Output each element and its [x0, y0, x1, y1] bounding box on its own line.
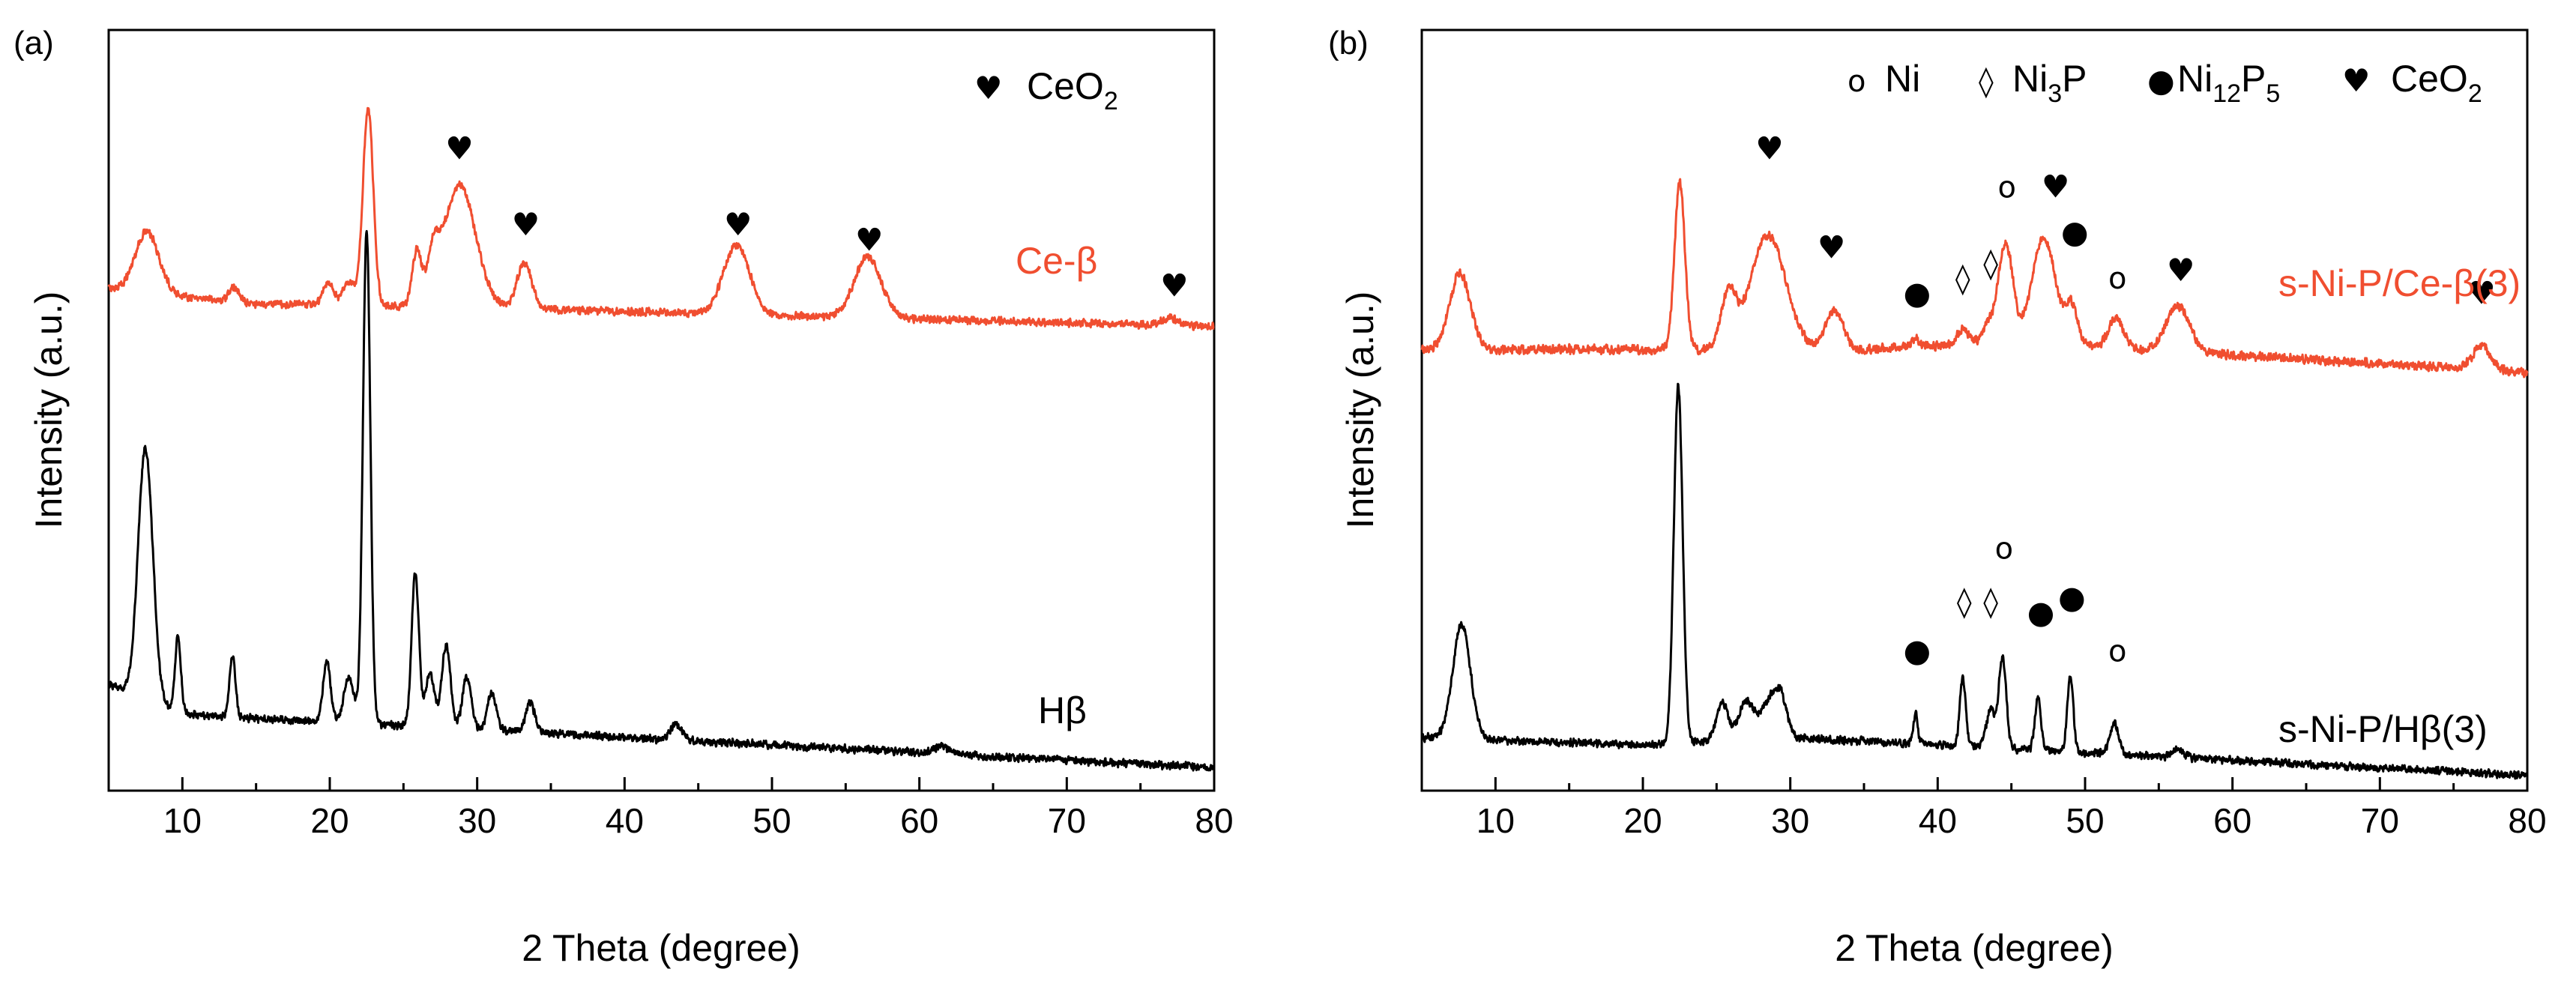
- panel-a-x-tick-label: 50: [752, 801, 791, 840]
- panel-a-series-label-h-beta: Hβ: [1038, 689, 1087, 731]
- panel-b-ni12p5-peak-marker: ●: [2027, 594, 2055, 631]
- panel-b-ni3p-peak-marker: ◊: [1983, 585, 1998, 619]
- panel-b-ceo2-peak-marker: ♥: [1818, 229, 1846, 266]
- panel-a-x-tick-label: 20: [310, 801, 349, 840]
- panel-b-x-tick-label: 50: [2066, 801, 2104, 840]
- panel-a-ceo2-peak-marker: ♥: [445, 130, 474, 167]
- panel-b-plot-frame: [1420, 28, 2529, 792]
- panel-a-x-tick-label: 70: [1048, 801, 1086, 840]
- legend-ni3p-label: Ni3P: [2012, 58, 2087, 108]
- panel-b-ni-peak-marker: o: [2108, 262, 2126, 296]
- panel-b-ni12p5-peak-marker: ●: [2058, 579, 2086, 615]
- panel-a-plot-frame: [107, 28, 1216, 792]
- panel-b-ni-peak-marker: o: [2108, 634, 2126, 668]
- panel-b-ni12p5-peak-marker: ●: [2061, 214, 2089, 250]
- panel-a-x-tick-label: 10: [163, 801, 202, 840]
- panel-a-ceo2-peak-marker: ♥: [855, 221, 884, 258]
- panel-a-peak-markers: ♥ ♥ ♥ ♥ ♥: [445, 130, 1188, 304]
- panel-b-legend: o Ni ◊ Ni3P ● Ni12P5 ♥ CeO2: [1847, 58, 2482, 108]
- panel-b-x-tick-label: 70: [2361, 801, 2399, 840]
- legend-ceo2-label: CeO2: [2391, 58, 2482, 108]
- panel-b-ceo2-peak-marker: ♥: [2167, 252, 2195, 289]
- panel-a-ceo2-peak-marker: ♥: [724, 206, 752, 243]
- panel-b-x-tick-label: 60: [2213, 801, 2251, 840]
- panel-b-traces: [1420, 178, 2529, 780]
- panel-a-xrd-chart: (a) 10 20 30 40 50 60 70 80 ♥ ♥ ♥ ♥ ♥ Ce-β Hβ ♥ CeO…: [13, 25, 1234, 969]
- panel-b-x-axis-title: 2 Theta (degree): [1835, 927, 2114, 969]
- panel-b-x-tick-label: 40: [1919, 801, 1957, 840]
- legend-ceo2-label: CeO2: [1027, 65, 1118, 115]
- panel-a-series-label-ce-beta: Ce-β: [1016, 240, 1097, 282]
- panel-b-ni12p5-peak-marker: ●: [1903, 632, 1931, 668]
- panel-a-x-tick-label: 60: [900, 801, 938, 840]
- panel-a-traces: [107, 106, 1216, 772]
- panel-a-label: (a): [13, 25, 54, 61]
- panel-b-ni3p-peak-marker: ◊: [1955, 262, 1970, 296]
- panel-b-x-tick-label: 10: [1476, 801, 1515, 840]
- panel-b-ni3p-peak-marker: ◊: [1983, 247, 1998, 281]
- legend-ni-open-circle-icon: o: [1847, 64, 1865, 99]
- panel-b-series-label-ni-p-h-beta: s-Ni-P/Hβ(3): [2278, 708, 2488, 750]
- panel-b-x-tick-label: 30: [1771, 801, 1809, 840]
- panel-b-ni-peak-marker: o: [1998, 170, 2016, 205]
- panel-a-trace-top: [107, 106, 1215, 331]
- panel-a-ceo2-peak-marker: ♥: [1160, 267, 1189, 304]
- panel-b-y-axis-title: Intensity (a.u.): [1339, 292, 1381, 529]
- legend-ni3p-diamond-icon: ◊: [1979, 64, 1994, 99]
- panel-a-y-axis-title: Intensity (a.u.): [28, 292, 70, 529]
- panel-b-x-tick-label: 20: [1623, 801, 1662, 840]
- panel-a-x-axis-title: 2 Theta (degree): [522, 927, 800, 969]
- panel-b-label: (b): [1328, 25, 1369, 61]
- panel-a-x-tick-label: 80: [1195, 801, 1233, 840]
- panel-b-trace-top: [1420, 178, 2529, 378]
- panel-b-xrd-chart: (b) 10 20 30 40 50 60 70 80 ♥♥● ◊ ◊o ♥●o ♥♥●◊ ◊o● ●o …: [1328, 25, 2547, 969]
- panel-b-ni-peak-marker: o: [1995, 531, 2013, 566]
- panel-b-trace-bottom: [1421, 382, 2529, 780]
- legend-ni12p5-filled-circle-icon: ●: [2147, 62, 2175, 99]
- panel-a-x-tick-label: 30: [458, 801, 496, 840]
- legend-heart-icon: ♥: [974, 70, 1003, 106]
- panel-b-ni3p-peak-marker: ◊: [1957, 585, 1972, 619]
- panel-b-x-tick-label: 80: [2508, 801, 2546, 840]
- panel-a-x-ticks: 10 20 30 40 50 60 70 80: [107, 777, 1234, 840]
- panel-b-ceo2-peak-marker: ♥: [2042, 168, 2070, 205]
- panel-b-ceo2-peak-marker: ♥: [1755, 130, 1784, 167]
- legend-ni-label: Ni: [1885, 58, 1920, 100]
- legend-ni12p5-label: Ni12P5: [2177, 58, 2280, 108]
- panel-a-ceo2-peak-marker: ♥: [512, 206, 540, 243]
- panel-a-x-tick-label: 40: [606, 801, 644, 840]
- panel-a-legend: ♥ CeO2: [974, 65, 1118, 115]
- panel-a-trace-bottom: [107, 229, 1216, 772]
- panel-b-peak-markers: ♥♥● ◊ ◊o ♥●o ♥♥●◊ ◊o● ●o: [1755, 130, 2496, 669]
- panel-b-x-ticks: 10 20 30 40 50 60 70 80: [1420, 777, 2547, 840]
- legend-heart-icon: ♥: [2342, 62, 2371, 99]
- panel-b-series-label-ni-p-ce-beta: s-Ni-P/Ce-β(3): [2278, 262, 2521, 304]
- panel-b-ni12p5-peak-marker: ●: [1903, 274, 1931, 311]
- panel-b-ceo2-peak-marker: ♥: [2467, 274, 2496, 311]
